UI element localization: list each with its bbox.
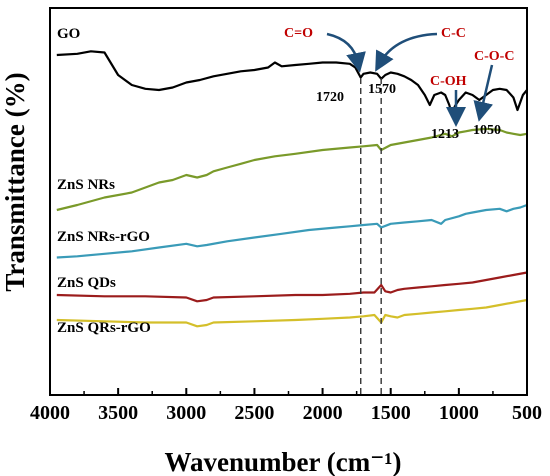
series-line-go — [56, 50, 528, 117]
x-tick-label-1500: 1500 — [371, 402, 411, 424]
group-label-c-oh: C-OH — [430, 74, 467, 89]
series-line-zns-nrs-rgo — [56, 203, 528, 259]
series-label-zns-qds: ZnS QDs — [57, 275, 116, 291]
group-label-c-double-o: C=O — [284, 26, 313, 41]
y-axis-title: Transmittance (%) — [0, 72, 30, 291]
x-tick-label-500: 500 — [512, 402, 542, 424]
plot-area: GO ZnS NRs ZnS NRs-rGO ZnS QDs ZnS QRs-rGO — [56, 26, 528, 395]
x-tick-label-3500: 3500 — [98, 402, 138, 424]
x-tick-label-3000: 3000 — [166, 402, 206, 424]
peak-label-1720: 1720 — [316, 90, 344, 105]
series-label-zns-nrs-rgo: ZnS NRs-rGO — [57, 229, 150, 245]
series-line-zns-nrs — [56, 127, 528, 212]
series-line-zns-qds — [56, 271, 528, 303]
arrow-c-double-o — [326, 32, 366, 73]
peak-label-1213: 1213 — [431, 127, 459, 142]
peak-label-1570: 1570 — [368, 82, 396, 97]
series-label-zns-nrs: ZnS NRs — [57, 177, 115, 193]
series-label-zns-qrs-rgo: ZnS QRs-rGO — [57, 320, 151, 336]
x-tick-label-4000: 4000 — [30, 402, 70, 424]
x-tick-label-1000: 1000 — [439, 402, 479, 424]
x-tick-label-2500: 2500 — [234, 402, 274, 424]
annotations: 1720 1570 1213 1050 C=O C-C C-OH C-O-C — [284, 26, 514, 142]
group-label-c-o-c: C-O-C — [474, 49, 514, 64]
arrow-c-c — [375, 32, 438, 72]
arrow-c-o-c — [473, 64, 494, 122]
x-axis-title: Wavenumber (cm⁻¹) — [164, 447, 401, 476]
series-label-go: GO — [57, 26, 80, 42]
peak-label-1050: 1050 — [473, 123, 501, 138]
group-label-c-c: C-C — [441, 26, 466, 41]
x-tick-label-2000: 2000 — [303, 402, 343, 424]
axes-frame: 4000 3500 3000 2500 2000 1500 1000 500 — [30, 7, 542, 424]
